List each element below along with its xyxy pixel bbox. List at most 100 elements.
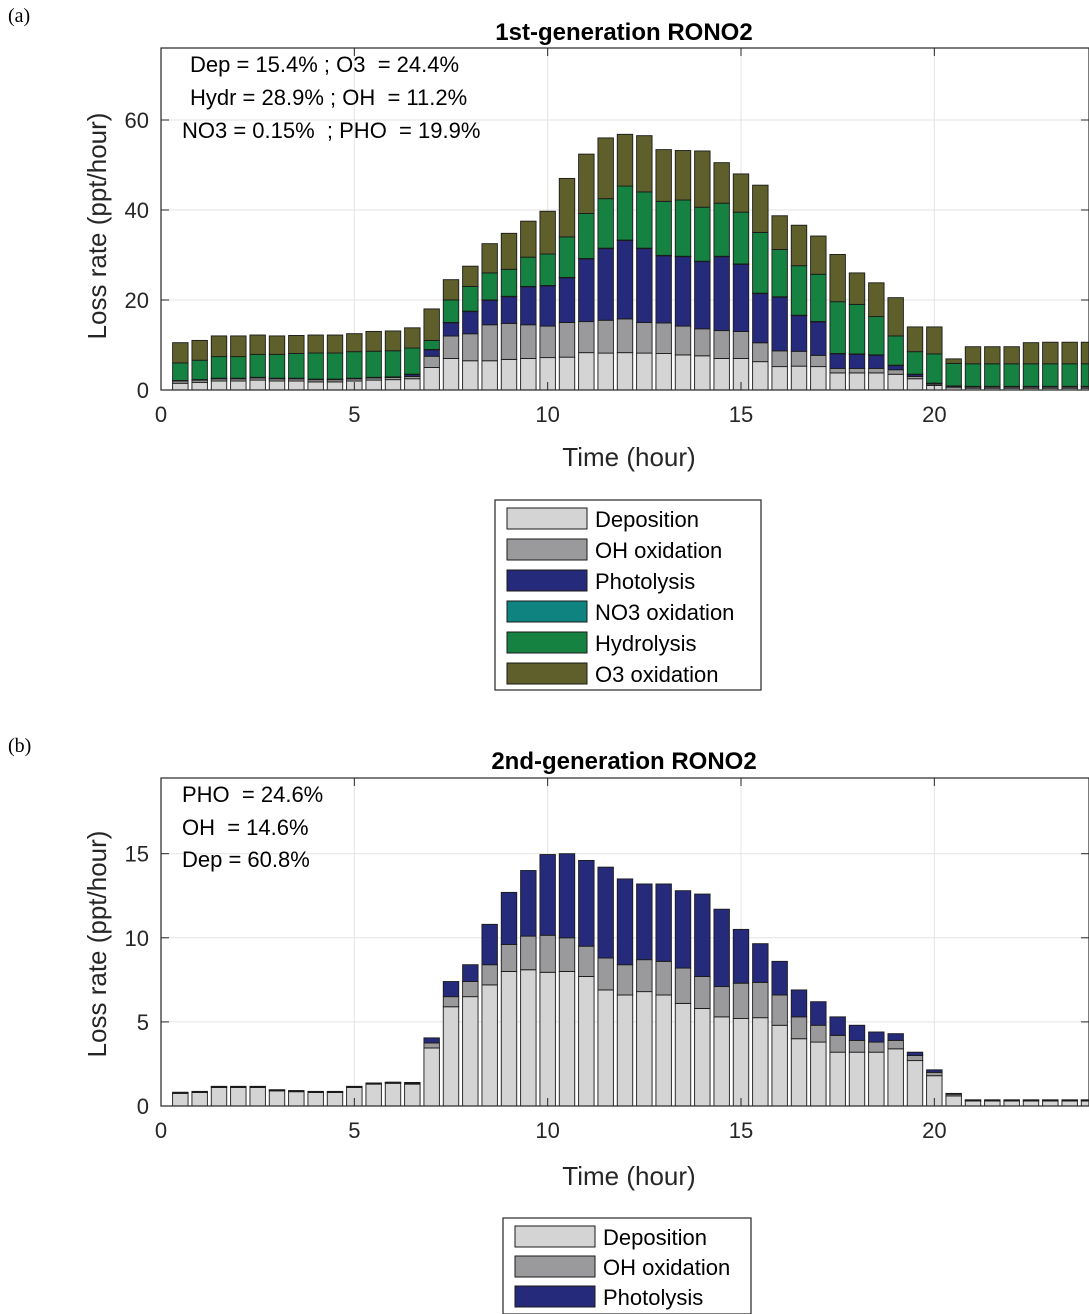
legend-label: OH oxidation bbox=[595, 538, 722, 563]
bar-segment bbox=[249, 1085, 266, 1088]
y-tick-label: 60 bbox=[125, 108, 149, 133]
bar-segment bbox=[365, 379, 382, 391]
bar-segment bbox=[810, 321, 827, 356]
annotation-line-2: Hydr = 28.9% ; OH = 11.2% bbox=[190, 85, 467, 110]
bar-segment bbox=[191, 1090, 208, 1093]
bar-segment bbox=[906, 351, 924, 375]
bar-segment bbox=[984, 346, 1001, 365]
bar-segment bbox=[636, 959, 653, 993]
legend-label: O3 oxidation bbox=[595, 662, 719, 687]
bar-segment bbox=[307, 334, 324, 354]
bar-segment bbox=[926, 326, 943, 355]
bar-segment bbox=[384, 330, 402, 352]
bar-segment bbox=[462, 964, 479, 982]
bar-segment bbox=[926, 1071, 943, 1077]
bar-segment bbox=[655, 883, 672, 962]
x-tick-label: 0 bbox=[155, 1118, 167, 1143]
bar-segment bbox=[848, 367, 866, 374]
bar-segment bbox=[752, 292, 769, 344]
x-tick-label: 5 bbox=[348, 402, 360, 427]
bar-segment bbox=[655, 353, 672, 391]
bar-segment bbox=[210, 380, 228, 391]
bar-segment bbox=[442, 996, 460, 1008]
bar-segment bbox=[423, 1042, 440, 1049]
x-tick-label: 15 bbox=[729, 1118, 753, 1143]
bar-segment bbox=[481, 272, 498, 301]
bar-segment bbox=[829, 1016, 846, 1036]
bar-segment bbox=[636, 991, 653, 1107]
bar-segment bbox=[1080, 1099, 1089, 1101]
bar-segment bbox=[1042, 363, 1059, 387]
bar-segment bbox=[655, 200, 672, 256]
panel-a: (a) 1st-generation RONO2 0 5 10 15 20 0 20 40 60… bbox=[8, 5, 1089, 691]
bar-segment bbox=[442, 299, 460, 323]
plot-frame bbox=[160, 47, 1089, 391]
bar-segment bbox=[404, 1082, 421, 1084]
y-tick-label: 0 bbox=[137, 378, 149, 403]
bar-segment bbox=[636, 883, 653, 961]
y-tick-label: 5 bbox=[137, 1010, 149, 1035]
bar-segment bbox=[713, 986, 730, 1018]
bar-segment bbox=[848, 1024, 866, 1041]
bar-segment bbox=[520, 256, 537, 287]
bar-segment bbox=[442, 981, 460, 998]
bar-segment bbox=[887, 373, 904, 391]
bar-segment bbox=[326, 334, 344, 354]
bar-segment bbox=[442, 335, 460, 359]
legend: Deposition OH oxidation Photolysis NO3 oxid… bbox=[494, 499, 762, 691]
bar-segment bbox=[578, 321, 595, 354]
bar-segment bbox=[268, 353, 286, 379]
bar-segment bbox=[404, 378, 421, 391]
bar-segment bbox=[829, 301, 846, 354]
bar-segment bbox=[191, 381, 208, 391]
bar-segment bbox=[790, 350, 808, 367]
bar-segment bbox=[307, 352, 324, 380]
bar-segment bbox=[500, 322, 518, 360]
bars bbox=[172, 853, 1089, 1107]
bar-segment bbox=[442, 279, 460, 301]
x-tick-label: 10 bbox=[535, 1118, 559, 1143]
annotation-line-1: PHO = 24.6% bbox=[182, 782, 323, 807]
legend-label: Deposition bbox=[595, 507, 699, 532]
bar-segment bbox=[694, 1007, 711, 1107]
bar-segment bbox=[230, 1085, 247, 1088]
bar-segment bbox=[848, 272, 866, 305]
bar-segment bbox=[172, 1092, 189, 1107]
bar-segment bbox=[578, 258, 595, 323]
bar-segment bbox=[307, 1092, 324, 1107]
bar-segment bbox=[249, 1087, 266, 1107]
bar-segment bbox=[636, 322, 653, 354]
legend-label: Photolysis bbox=[603, 1285, 703, 1310]
bar-segment bbox=[520, 870, 537, 937]
bar-segment bbox=[481, 299, 498, 326]
bar-segment bbox=[288, 1090, 305, 1092]
bar-segment bbox=[964, 346, 982, 365]
bar-segment bbox=[694, 206, 711, 262]
bar-segment bbox=[694, 976, 711, 1009]
bar-segment bbox=[539, 934, 556, 973]
bar-segment bbox=[674, 199, 692, 257]
bar-segment bbox=[423, 339, 440, 350]
bar-segment bbox=[442, 322, 460, 337]
bar-segment bbox=[539, 210, 556, 255]
legend: Deposition OH oxidation Photolysis bbox=[502, 1217, 752, 1314]
bar-segment bbox=[848, 1051, 866, 1107]
bar-segment bbox=[597, 319, 614, 354]
bar-segment bbox=[520, 324, 537, 359]
bar-segment bbox=[230, 356, 247, 379]
bar-segment bbox=[964, 1099, 982, 1101]
bar-segment bbox=[790, 1038, 808, 1107]
bar-segment bbox=[597, 989, 614, 1107]
legend-swatch bbox=[506, 662, 588, 685]
bar-segment bbox=[365, 1082, 382, 1084]
bar-segment bbox=[558, 177, 576, 238]
bar-segment bbox=[694, 893, 711, 977]
bar-segment bbox=[732, 1018, 750, 1107]
bar-segment bbox=[964, 363, 982, 387]
bar-segment bbox=[462, 360, 479, 391]
bar-segment bbox=[694, 150, 711, 208]
bar-segment bbox=[790, 314, 808, 352]
bar-segment bbox=[249, 353, 266, 378]
bar-segment bbox=[558, 970, 576, 1107]
annotation-line-3: NO3 = 0.15% ; PHO = 19.9% bbox=[182, 118, 480, 143]
